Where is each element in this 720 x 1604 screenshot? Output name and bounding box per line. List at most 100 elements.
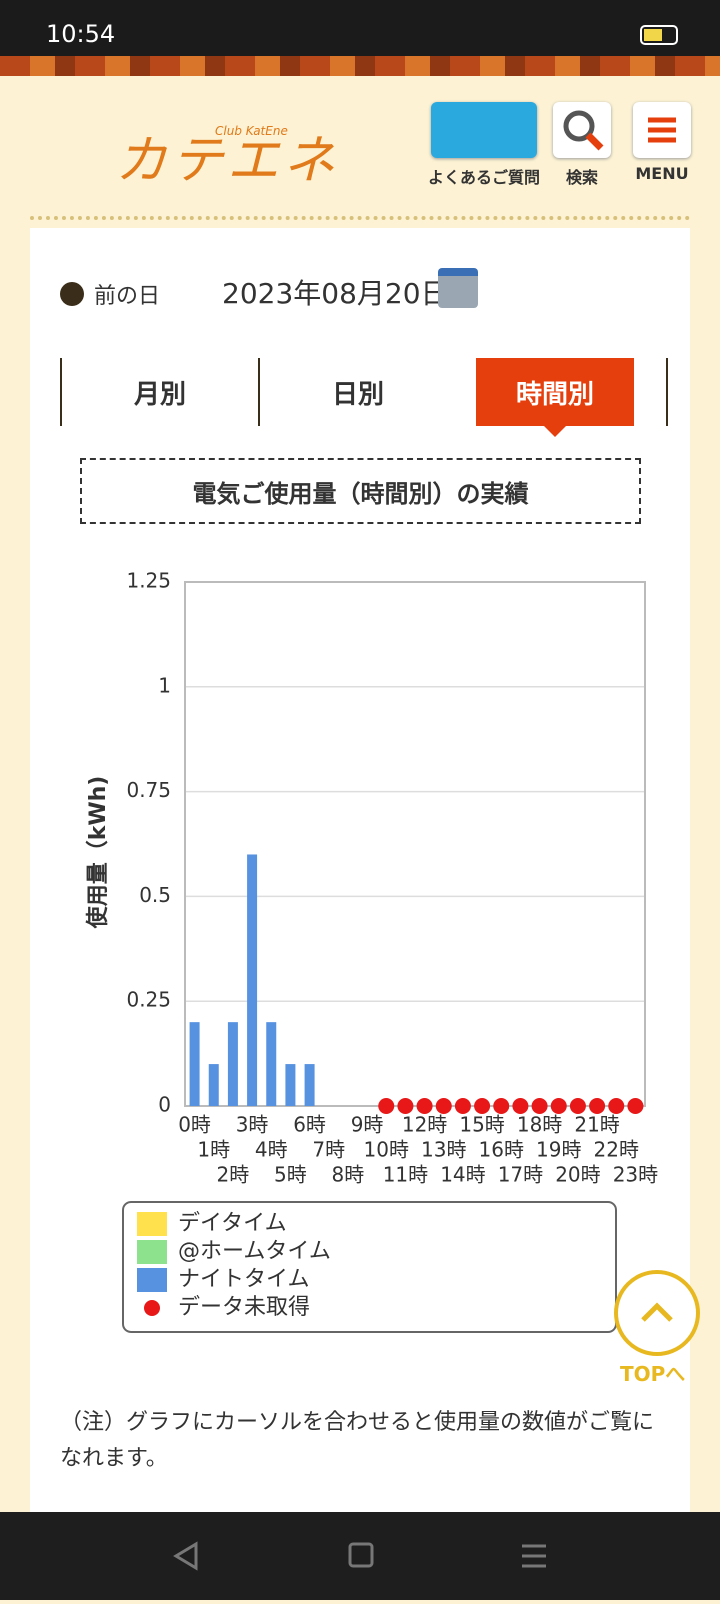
tab-pointer: [544, 426, 566, 448]
legend-box: [122, 1201, 617, 1333]
up-arrow: [641, 1302, 673, 1322]
calendar-icon[interactable]: [438, 268, 478, 308]
x-tick-label: 4時: [255, 1138, 288, 1162]
prev-day[interactable]: 前の日: [60, 278, 160, 310]
nav-label: MENU: [635, 164, 689, 183]
menu-icon: [633, 102, 691, 158]
x-tick-label: 19時: [536, 1138, 581, 1162]
missing-dot: [435, 1098, 452, 1114]
nav-icons: [173, 1541, 546, 1571]
top-label[interactable]: TOPへ: [620, 1362, 686, 1386]
x-tick-label: 2時: [217, 1163, 250, 1187]
missing-dot: [531, 1098, 548, 1114]
battery: [640, 25, 678, 45]
missing-dot: [569, 1098, 586, 1114]
missing-dot: [550, 1098, 567, 1114]
date: 2023年08月20日: [222, 277, 449, 310]
prev-label: 前の日: [94, 284, 161, 309]
x-tick-label: 18時: [517, 1113, 562, 1137]
x-tick-label: 22時: [594, 1138, 639, 1162]
x-tick-label: 8時: [332, 1163, 365, 1187]
status-bar: 10:54: [0, 0, 720, 56]
bar: [304, 1064, 315, 1106]
missing-dot: [474, 1098, 491, 1114]
y-tick-label: 0.25: [126, 988, 171, 1012]
faq-icon: [431, 102, 537, 158]
divider: [30, 216, 690, 220]
y-tick-label: 0.75: [126, 778, 171, 802]
missing-dot: [589, 1098, 606, 1114]
bar: [285, 1064, 296, 1106]
x-tick-label: 16時: [479, 1138, 524, 1162]
search-icon: [553, 102, 611, 158]
x-tick-label: 7時: [312, 1138, 345, 1162]
y-tick-label: 0.5: [139, 883, 171, 907]
missing-dot: [493, 1098, 510, 1114]
legend-label: データ未取得: [178, 1295, 310, 1320]
logo-sub: Club KatEne: [215, 124, 288, 138]
x-tick-label: 11時: [383, 1163, 428, 1187]
tab[interactable]: 月別: [60, 358, 258, 426]
plot-frame: [184, 581, 646, 1107]
missing-dot: [397, 1098, 414, 1114]
x-tick-label: 6時: [293, 1113, 326, 1137]
prev-icon: [60, 282, 84, 306]
top-button[interactable]: [614, 1270, 700, 1356]
x-tick-label: 10時: [364, 1138, 409, 1162]
y-tick-label: 1: [158, 673, 171, 697]
x-tick-label: 17時: [498, 1163, 543, 1187]
legend-marker: [137, 1240, 167, 1264]
legend-label: ナイトタイム: [178, 1267, 310, 1292]
missing-dot: [416, 1098, 433, 1114]
x-tick-label: 0時: [178, 1113, 211, 1137]
hamburger: [648, 117, 676, 143]
x-tick-label: 23時: [613, 1163, 658, 1187]
nav-label: 検索: [565, 168, 598, 187]
x-tick-label: 21時: [574, 1113, 619, 1137]
search-button[interactable]: 検索: [552, 102, 612, 188]
x-tick-label: 1時: [197, 1138, 230, 1162]
legend-marker: [137, 1268, 167, 1292]
missing-dot: [378, 1098, 395, 1114]
x-tick-label: 15時: [459, 1113, 504, 1137]
missing-dot: [627, 1098, 644, 1114]
missing-dot: [512, 1098, 529, 1114]
nav-label: よくあるご質問: [427, 168, 540, 187]
legend-marker: [144, 1300, 160, 1316]
note: （注）グラフにカーソルを合わせると使用量の数値がご覧になれます。: [60, 1410, 655, 1471]
x-tick-label: 14時: [440, 1163, 485, 1187]
decor-strip: [0, 56, 720, 76]
missing-dot: [454, 1098, 471, 1114]
tab-border: [666, 358, 668, 426]
legend-marker: [137, 1212, 167, 1236]
x-tick-label: 5時: [274, 1163, 307, 1187]
legend-label: @ホームタイム: [178, 1239, 331, 1264]
x-tick-label: 9時: [351, 1113, 384, 1137]
section-title: 電気ご使用量（時間別）の実績: [80, 458, 641, 524]
menu-button[interactable]: MENU: [624, 102, 700, 183]
missing-dot: [608, 1098, 625, 1114]
faq-button[interactable]: よくあるご質問: [424, 102, 544, 188]
tab[interactable]: 時間別: [476, 358, 634, 426]
logo[interactable]: カテエネ: [115, 131, 340, 191]
bar: [227, 1022, 238, 1106]
clock: 10:54: [46, 20, 116, 48]
bar: [247, 854, 258, 1106]
legend-label: デイタイム: [178, 1211, 287, 1236]
nav-bar: [0, 1512, 720, 1600]
x-tick-label: 3時: [236, 1113, 269, 1137]
y-tick-label: 0: [158, 1093, 171, 1117]
y-axis-label: 使用量（kWh): [86, 776, 111, 930]
bar: [266, 1022, 277, 1106]
x-tick-label: 12時: [402, 1113, 447, 1137]
bar: [189, 1022, 200, 1106]
y-tick-label: 1.25: [126, 569, 171, 593]
magnifier: [563, 110, 604, 151]
x-tick-label: 13時: [421, 1138, 466, 1162]
x-tick-label: 20時: [555, 1163, 600, 1187]
tab[interactable]: 日別: [258, 358, 456, 426]
bar: [208, 1064, 219, 1106]
